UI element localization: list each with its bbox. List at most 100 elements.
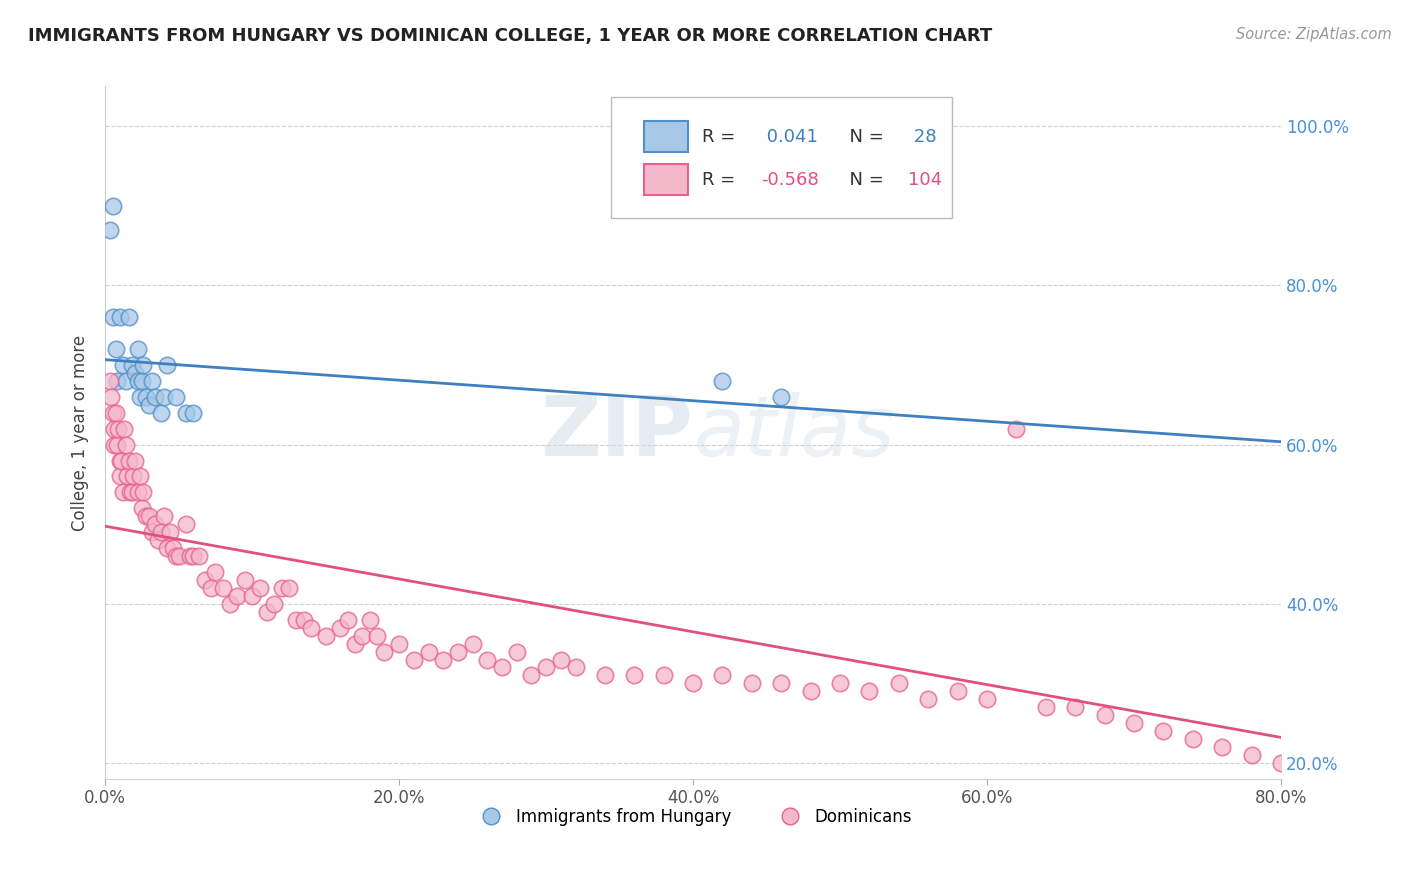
- Point: [114, 374, 136, 388]
- Point: [135, 390, 157, 404]
- Point: [366, 629, 388, 643]
- Point: [564, 660, 586, 674]
- Point: [1329, 692, 1351, 706]
- Point: [135, 509, 157, 524]
- Point: [1299, 453, 1322, 467]
- Point: [165, 549, 187, 563]
- Text: Source: ZipAtlas.com: Source: ZipAtlas.com: [1236, 27, 1392, 42]
- Text: N =: N =: [838, 128, 889, 146]
- Point: [1313, 453, 1336, 467]
- Point: [121, 485, 143, 500]
- Point: [1094, 708, 1116, 723]
- Point: [240, 589, 263, 603]
- Point: [828, 676, 851, 690]
- Point: [120, 485, 142, 500]
- Point: [1270, 756, 1292, 770]
- Point: [887, 676, 910, 690]
- Point: [159, 525, 181, 540]
- Point: [111, 485, 134, 500]
- Point: [194, 573, 217, 587]
- Text: R =: R =: [703, 171, 741, 189]
- Point: [174, 406, 197, 420]
- Point: [127, 374, 149, 388]
- Text: R =: R =: [703, 128, 741, 146]
- Point: [129, 469, 152, 483]
- Text: 0.041: 0.041: [761, 128, 818, 146]
- Point: [146, 533, 169, 547]
- Point: [132, 485, 155, 500]
- FancyBboxPatch shape: [644, 164, 689, 195]
- Point: [534, 660, 557, 674]
- Text: IMMIGRANTS FROM HUNGARY VS DOMINICAN COLLEGE, 1 YEAR OR MORE CORRELATION CHART: IMMIGRANTS FROM HUNGARY VS DOMINICAN COL…: [28, 27, 993, 45]
- Point: [477, 652, 499, 666]
- Point: [770, 676, 793, 690]
- Point: [108, 310, 131, 325]
- Y-axis label: College, 1 year or more: College, 1 year or more: [72, 334, 89, 531]
- Point: [315, 629, 337, 643]
- Point: [800, 684, 823, 698]
- Point: [127, 342, 149, 356]
- Text: 104: 104: [908, 171, 942, 189]
- Point: [447, 644, 470, 658]
- Point: [299, 621, 322, 635]
- Point: [138, 509, 160, 524]
- Point: [204, 565, 226, 579]
- Point: [111, 358, 134, 372]
- Point: [179, 549, 201, 563]
- Point: [520, 668, 543, 682]
- Point: [156, 358, 179, 372]
- Point: [183, 549, 205, 563]
- Point: [249, 581, 271, 595]
- Point: [1035, 700, 1057, 714]
- Point: [118, 310, 141, 325]
- Point: [550, 652, 572, 666]
- Point: [101, 199, 124, 213]
- Text: N =: N =: [838, 171, 889, 189]
- Point: [105, 437, 128, 451]
- Point: [1240, 747, 1263, 762]
- Point: [219, 597, 242, 611]
- Point: [491, 660, 513, 674]
- Point: [183, 406, 205, 420]
- Point: [1123, 716, 1146, 731]
- Point: [1181, 732, 1204, 747]
- Point: [131, 374, 153, 388]
- Point: [153, 390, 176, 404]
- Point: [1152, 724, 1174, 739]
- Point: [285, 613, 308, 627]
- Point: [143, 517, 166, 532]
- Point: [188, 549, 211, 563]
- Point: [122, 469, 145, 483]
- Point: [226, 589, 249, 603]
- Point: [329, 621, 352, 635]
- Point: [256, 605, 278, 619]
- Point: [143, 390, 166, 404]
- Point: [121, 358, 143, 372]
- Point: [682, 676, 704, 690]
- Point: [211, 581, 233, 595]
- Point: [129, 390, 152, 404]
- Point: [124, 366, 146, 380]
- Point: [711, 668, 734, 682]
- Point: [167, 549, 190, 563]
- Point: [114, 437, 136, 451]
- Point: [127, 485, 149, 500]
- Point: [153, 509, 176, 524]
- Point: [124, 453, 146, 467]
- Text: atlas: atlas: [693, 392, 894, 473]
- Point: [150, 406, 173, 420]
- Point: [108, 469, 131, 483]
- Point: [770, 390, 793, 404]
- Point: [162, 541, 184, 555]
- Point: [388, 637, 411, 651]
- Point: [277, 581, 299, 595]
- Point: [711, 374, 734, 388]
- Point: [156, 541, 179, 555]
- Point: [593, 668, 616, 682]
- Point: [150, 525, 173, 540]
- Point: [623, 668, 645, 682]
- Point: [103, 437, 125, 451]
- Point: [946, 684, 969, 698]
- Point: [141, 525, 163, 540]
- Point: [101, 310, 124, 325]
